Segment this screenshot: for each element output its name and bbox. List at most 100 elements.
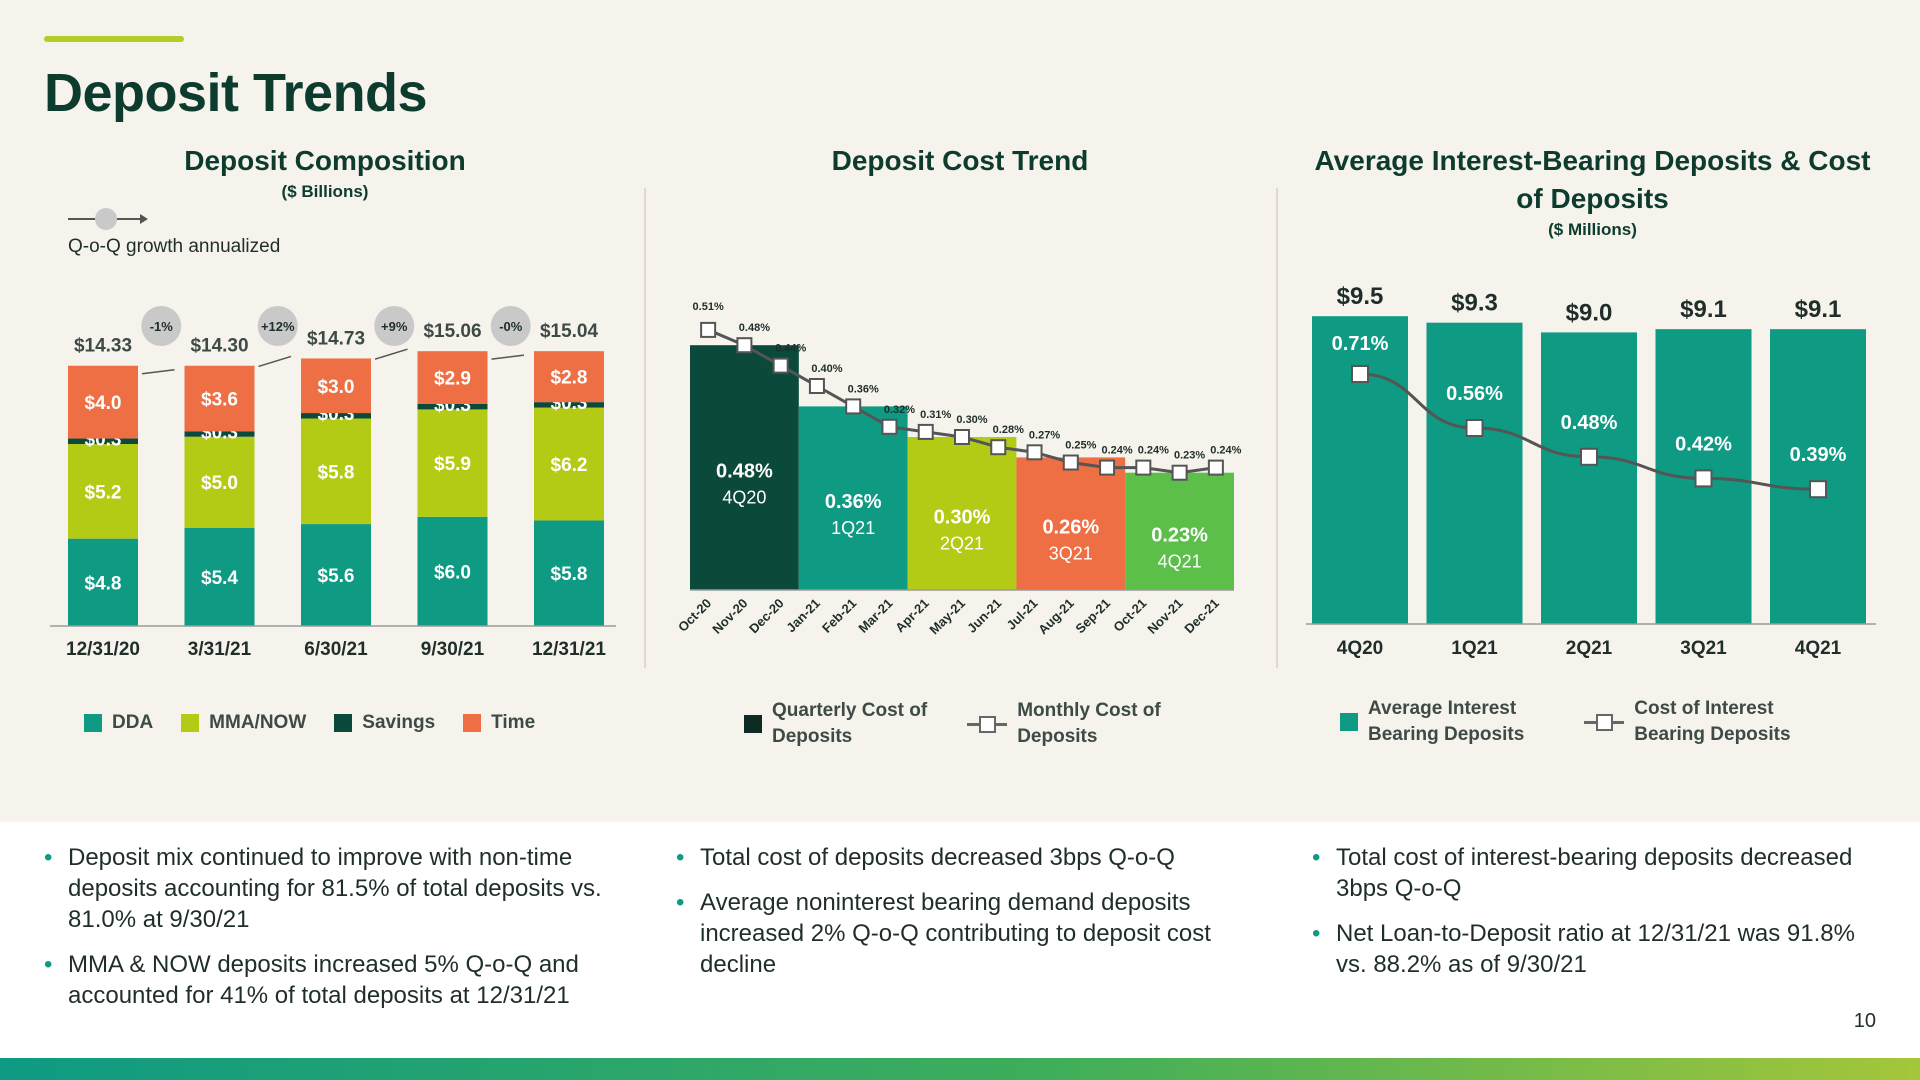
bullet-left-2: MMA & NOW deposits increased 5% Q-o-Q an… (44, 949, 624, 1011)
divider-right (1276, 188, 1278, 668)
legend-ib-line-line1: Cost of Interest (1634, 698, 1774, 719)
monthly-value-label: 0.25% (1065, 440, 1096, 452)
monthly-point (1062, 454, 1079, 471)
bar-label-time: $2.8 (551, 368, 588, 389)
bar-mma-now (301, 418, 371, 525)
interest-bearing-deposits-chart: $9.5 4Q20 $9.3 1Q21 $9.0 2Q21 $9.1 3Q21 $9.1 4Q21… (1306, 283, 1876, 659)
ib-bar (1770, 329, 1866, 624)
bar-label-dda: $6.0 (434, 562, 471, 583)
monthly-point (881, 418, 898, 435)
legend-item-time: Time (463, 710, 535, 736)
cost-trend-legend: Quarterly Cost of Deposits Monthly Cost o… (744, 698, 1189, 750)
bullet-middle-1: Total cost of deposits decreased 3bps Q-… (676, 842, 1236, 873)
ib-cost-label: 0.56% (1446, 383, 1503, 405)
monthly-point (1026, 444, 1043, 461)
quarter-bar (798, 406, 908, 590)
quarter-name-label: 1Q21 (831, 518, 875, 538)
monthly-point (1099, 459, 1116, 476)
quarter-bar (907, 437, 1017, 590)
cost-trend-chart-title: Deposit Cost Trend (831, 145, 1089, 176)
monthly-point (700, 321, 717, 338)
growth-arrow (491, 354, 525, 360)
divider-left (644, 188, 646, 668)
bullet-left-1: Deposit mix continued to improve with no… (44, 842, 624, 935)
monthly-value-label: 0.28% (993, 424, 1024, 436)
legend-quarterly-line2: Deposits (772, 726, 853, 747)
quarterly-cost-swatch (744, 715, 762, 733)
legend-quarterly-line1: Quarterly Cost of (772, 700, 928, 721)
legend-item-savings: Savings (334, 710, 435, 736)
ib-chart-subtitle: ($ Millions) (1548, 220, 1637, 239)
growth-circle (141, 306, 182, 346)
x-tick-label: 12/31/21 (532, 639, 606, 660)
bar-dda (68, 538, 138, 626)
bar-dda (301, 524, 371, 626)
bar-savings (417, 403, 488, 410)
legend-item-quarterly-cost: Quarterly Cost of Deposits (744, 698, 927, 750)
bar-time (534, 351, 604, 403)
monthly-value-label: 0.31% (920, 409, 951, 421)
legend-item-mma-now: MMA/NOW (181, 710, 306, 736)
legend-label-avg-ib-deposits: Average Interest Bearing Deposits (1368, 696, 1524, 748)
monthly-value-label: 0.40% (811, 363, 842, 375)
bar-label-mma-now: $6.2 (551, 455, 588, 476)
bar-total-label: $14.30 (190, 336, 248, 357)
monthly-point (954, 429, 970, 445)
ib-bar-label: $9.1 (1680, 296, 1727, 323)
deposit-composition-chart: Q-o-Q growth annualized$4.8$5.2$0.3$4.0$… (50, 208, 616, 660)
composition-chart-subtitle: ($ Billions) (281, 182, 369, 201)
bar-time (68, 365, 138, 439)
growth-circle (490, 306, 531, 346)
bar-label-dda: $5.4 (201, 568, 238, 589)
legend-monthly-line1: Monthly Cost of (1017, 700, 1161, 721)
bullets-right: Total cost of interest-bearing deposits … (1312, 842, 1892, 994)
ib-cost-point (1694, 469, 1713, 488)
bar-mma-now (534, 407, 604, 521)
bullets-left: Deposit mix continued to improve with no… (44, 842, 624, 1025)
ib-cost-point (1465, 419, 1484, 437)
x-tick-label: 3Q21 (1680, 638, 1727, 659)
bar-label-dda: $5.8 (551, 564, 588, 585)
bar-savings (184, 431, 255, 437)
bullets-middle: Total cost of deposits decreased 3bps Q-… (676, 842, 1236, 994)
legend-monthly-line2: Deposits (1017, 726, 1098, 747)
bar-label-time: $2.9 (434, 369, 471, 390)
x-tick-label: 4Q21 (1795, 638, 1842, 659)
monthly-value-label: 0.30% (956, 414, 987, 426)
growth-legend-arrowhead (140, 214, 148, 224)
monthly-point (990, 439, 1007, 456)
bar-label-time: $3.6 (201, 390, 238, 411)
ib-legend: Average Interest Bearing Deposits Cost of… (1340, 696, 1819, 748)
bullet-right-2: Net Loan-to-Deposit ratio at 12/31/21 wa… (1312, 918, 1892, 980)
ib-bar-label: $9.1 (1795, 296, 1842, 323)
monthly-value-label: 0.51% (693, 301, 724, 313)
monthly-point (808, 378, 825, 394)
legend-label-time: Time (491, 712, 536, 733)
growth-label: -1% (150, 319, 174, 334)
bar-label-mma-now: $5.9 (434, 454, 471, 475)
footer-gradient-bar (0, 1058, 1920, 1080)
bar-label-mma-now: $5.2 (85, 482, 122, 503)
legend-item-cost-ib-deposits: Cost of Interest Bearing Deposits (1584, 696, 1791, 748)
legend-label-dda: DDA (112, 712, 154, 733)
growth-legend-label: Q-o-Q growth annualized (68, 236, 280, 257)
composition-chart-title: Deposit Composition (184, 145, 466, 176)
avg-ib-deposits-swatch (1340, 713, 1358, 731)
legend-label-monthly-cost: Monthly Cost of Deposits (1017, 698, 1161, 750)
ib-cost-point (1580, 447, 1598, 466)
x-tick-label: 12/31/20 (66, 639, 140, 660)
monthly-point (1171, 464, 1188, 481)
ib-cost-label: 0.48% (1561, 412, 1618, 434)
bar-label-mma-now: $5.8 (318, 462, 355, 483)
ib-chart-title: Average Interest-Bearing Deposits & Cost… (1300, 142, 1885, 218)
bar-savings (301, 413, 371, 419)
bar-mma-now (184, 436, 255, 528)
page-number: 10 (1853, 1010, 1876, 1032)
x-tick-label: 2Q21 (1566, 638, 1613, 659)
bar-total-label: $14.73 (307, 328, 365, 349)
ib-cost-point (1351, 365, 1369, 383)
growth-arrow (374, 348, 408, 360)
bar-time (184, 365, 255, 432)
bar-dda (417, 516, 488, 626)
legend-ib-line-line2: Bearing Deposits (1634, 724, 1791, 745)
